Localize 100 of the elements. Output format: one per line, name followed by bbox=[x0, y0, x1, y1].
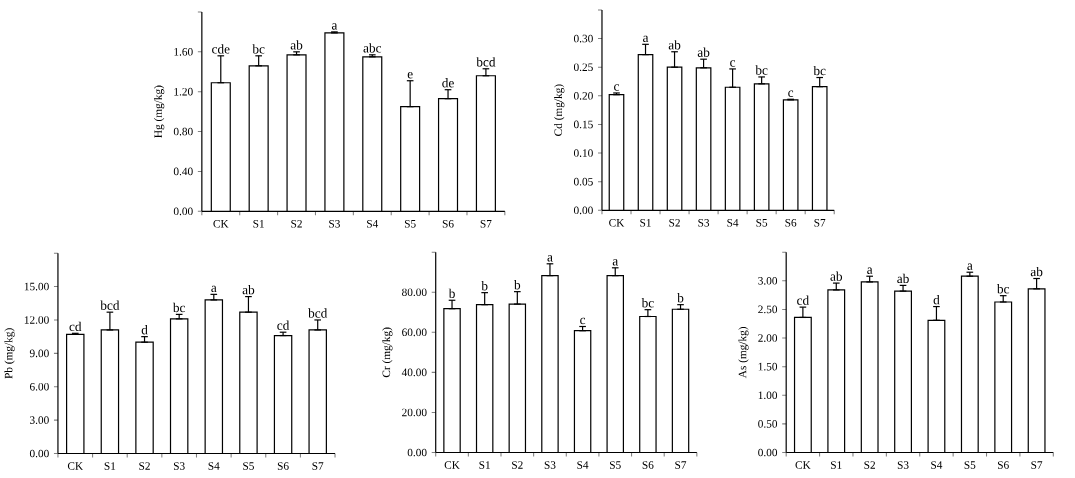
annotation: ab bbox=[697, 47, 710, 57]
y-tick-label: 1.20 bbox=[174, 87, 193, 96]
y-tick-label: 3.00 bbox=[30, 416, 49, 424]
annotation: ab bbox=[242, 284, 255, 295]
x-tick-label: S5 bbox=[404, 219, 416, 228]
y-tick-label: 3.00 bbox=[758, 276, 778, 285]
x-tick-label: S7 bbox=[312, 461, 324, 470]
x-tick-label: S4 bbox=[577, 460, 589, 469]
annotation: a bbox=[643, 35, 649, 42]
annotation: b bbox=[677, 292, 684, 303]
x-tick-label: S4 bbox=[727, 218, 739, 227]
x-tick-label: S5 bbox=[964, 460, 976, 469]
x-tick-label: CK bbox=[444, 460, 460, 469]
x-tick-label: S7 bbox=[675, 460, 687, 469]
annotation: cd bbox=[69, 321, 82, 331]
y-tick-label: 0.00 bbox=[407, 448, 427, 457]
x-tick-label: S2 bbox=[291, 219, 302, 228]
y-tick-label: 20.00 bbox=[402, 408, 427, 417]
annotation: bc bbox=[172, 302, 186, 312]
annotation: a bbox=[967, 263, 973, 270]
annotation: b bbox=[448, 288, 455, 298]
x-tick-label: S4 bbox=[367, 219, 379, 228]
annotation: c bbox=[614, 84, 620, 91]
annotation: bcd bbox=[476, 56, 496, 67]
y-tick-label: 2.00 bbox=[758, 333, 778, 342]
x-tick-label: S3 bbox=[544, 460, 556, 469]
x-tick-label: S4 bbox=[208, 461, 220, 470]
x-tick-label: S1 bbox=[640, 218, 651, 227]
y-tick-label: 0.00 bbox=[29, 449, 49, 458]
x-tick-label: CK bbox=[213, 219, 229, 228]
y-axis-title: Hg (mg/kg) bbox=[154, 85, 165, 138]
y-axis-title: Cr (mg/kg) bbox=[382, 327, 393, 377]
annotation: a bbox=[547, 254, 553, 262]
annotation: b bbox=[513, 279, 521, 290]
annotation: a bbox=[331, 23, 338, 30]
annotation: ab bbox=[830, 271, 843, 281]
y-tick-label: 40.00 bbox=[401, 368, 427, 377]
y-tick-label: 0.20 bbox=[573, 91, 593, 100]
y-tick-label: 0.80 bbox=[173, 127, 193, 136]
x-tick-label: S6 bbox=[998, 460, 1009, 469]
y-tick-label: 60.00 bbox=[402, 328, 427, 336]
annotation: bc bbox=[641, 297, 654, 308]
annotation: cd bbox=[797, 295, 809, 305]
x-tick-label: S3 bbox=[897, 460, 909, 469]
y-tick-label: 0.15 bbox=[573, 120, 593, 129]
y-tick-label: 9.00 bbox=[29, 349, 49, 357]
annotation: bcd bbox=[308, 308, 328, 318]
x-tick-label: CK bbox=[67, 461, 83, 470]
annotation: a bbox=[211, 285, 217, 292]
x-tick-label: CK bbox=[795, 460, 811, 469]
annotation: b bbox=[481, 280, 488, 291]
annotation: bc bbox=[252, 43, 265, 54]
x-tick-label: S5 bbox=[756, 218, 768, 227]
x-tick-label: S6 bbox=[277, 461, 289, 470]
x-tick-label: S6 bbox=[785, 218, 797, 227]
y-tick-label: 0.00 bbox=[573, 206, 593, 214]
annotation: e bbox=[407, 71, 413, 79]
y-axis-title: Pb (mg/kg) bbox=[4, 328, 15, 379]
y-tick-label: 0.00 bbox=[758, 448, 778, 457]
y-tick-label: 1.60 bbox=[174, 47, 193, 56]
annotation: ab bbox=[290, 39, 303, 50]
x-tick-label: S1 bbox=[831, 460, 842, 469]
x-tick-label: S2 bbox=[669, 218, 680, 227]
x-tick-label: S5 bbox=[243, 461, 254, 470]
x-tick-label: S1 bbox=[479, 460, 490, 469]
annotation: cde bbox=[212, 43, 230, 54]
annotation: a bbox=[867, 267, 873, 274]
annotation: ab bbox=[1030, 266, 1043, 277]
annotation: ab bbox=[897, 273, 909, 283]
x-tick-label: S6 bbox=[442, 219, 454, 228]
y-tick-label: 0.50 bbox=[758, 419, 778, 428]
annotation: d bbox=[141, 324, 148, 335]
annotation: bc bbox=[996, 283, 1010, 294]
x-tick-label: S5 bbox=[610, 460, 621, 469]
y-tick-label: 1.00 bbox=[758, 391, 778, 399]
x-tick-label: S2 bbox=[864, 460, 875, 469]
x-tick-label: S2 bbox=[512, 460, 523, 469]
x-tick-label: S3 bbox=[173, 461, 185, 470]
y-tick-label: 0.10 bbox=[573, 149, 593, 157]
x-tick-label: S2 bbox=[139, 461, 150, 470]
y-tick-label: 2.50 bbox=[758, 305, 778, 314]
x-tick-label: S3 bbox=[329, 219, 340, 228]
annotation: d bbox=[933, 294, 940, 305]
y-tick-label: 80.00 bbox=[402, 288, 427, 296]
annotation: c bbox=[788, 90, 794, 97]
y-tick-label: 12.00 bbox=[24, 315, 49, 324]
x-tick-label: S7 bbox=[480, 219, 492, 228]
y-tick-label: 0.30 bbox=[573, 34, 593, 43]
y-tick-label: 0.05 bbox=[573, 177, 593, 186]
x-tick-label: S6 bbox=[642, 460, 654, 469]
annotation: bc bbox=[813, 65, 826, 76]
annotation: c bbox=[580, 317, 586, 325]
x-tick-label: S4 bbox=[931, 460, 943, 469]
y-axis-title: As (mg/kg) bbox=[738, 326, 749, 378]
annotation: abc bbox=[363, 42, 382, 53]
y-tick-label: 1.50 bbox=[758, 362, 778, 371]
y-tick-label: 0.40 bbox=[173, 167, 193, 176]
y-tick-label: 6.00 bbox=[29, 382, 49, 391]
annotation: ab bbox=[668, 39, 681, 50]
x-tick-label: S1 bbox=[104, 461, 116, 470]
